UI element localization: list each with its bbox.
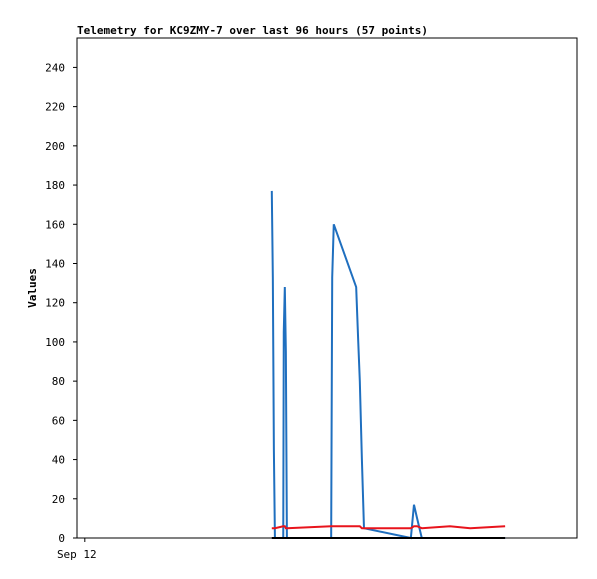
y-tick-label: 220 bbox=[45, 101, 65, 114]
y-tick-label: 200 bbox=[45, 140, 65, 153]
chart-title: Telemetry for KC9ZMY-7 over last 96 hour… bbox=[77, 24, 428, 37]
y-tick-label: 20 bbox=[52, 493, 65, 506]
y-tick-label: 80 bbox=[52, 375, 65, 388]
y-tick-label: 60 bbox=[52, 414, 65, 427]
y-tick-label: 120 bbox=[45, 297, 65, 310]
x-tick-label: Sep 12 bbox=[57, 548, 97, 561]
y-tick-label: 100 bbox=[45, 336, 65, 349]
y-tick-label: 180 bbox=[45, 179, 65, 192]
y-tick-label: 140 bbox=[45, 257, 65, 270]
y-tick-label: 0 bbox=[58, 532, 65, 545]
y-tick-label: 40 bbox=[52, 454, 65, 467]
y-axis-title: Values bbox=[26, 268, 39, 308]
plot-frame bbox=[76, 37, 578, 539]
y-tick-label: 160 bbox=[45, 218, 65, 231]
series-line bbox=[271, 525, 506, 530]
series-line bbox=[270, 190, 506, 540]
y-tick-label: 240 bbox=[45, 61, 65, 74]
